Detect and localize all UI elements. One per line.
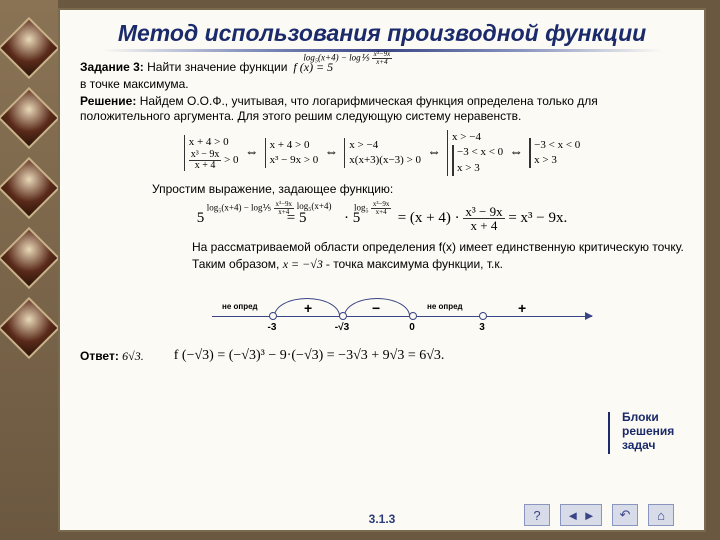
sidebar-tile [0,157,60,219]
help-button[interactable]: ? [524,504,550,526]
decorative-sidebar [0,0,58,540]
task-text: Найти значение функции [144,60,288,74]
task-label: Задание 3: [80,60,144,74]
answer-short: 6√3. [122,349,144,363]
inequality-system: x + 4 > 0 x³ − 9xx + 4 > 0 ⇔ x + 4 > 0 x… [72,130,692,176]
domain-text-2: Таким образом, x = −√3 - точка максимума… [192,257,684,272]
back-button[interactable]: ↶ [612,504,638,526]
sidebar-tile [0,227,60,289]
task-function: f (x) = 5 log₅(x+4) − log⅕ x³−9xx+4 [293,60,333,75]
solution-intro: Решение: Найдем О.О.Ф., учитывая, что ло… [80,94,684,124]
task-line-2: в точке максимума. [80,77,684,92]
slide-page: Метод использования производной функции … [58,8,706,532]
home-button[interactable]: ⌂ [648,504,674,526]
solution-text: Найдем О.О.Ф., учитывая, что логарифмиче… [80,94,598,123]
domain-text-1: На рассматриваемой области определения f… [192,240,684,255]
answer-label: Ответ: [80,349,119,363]
sign-line-diagram: -3 -√3 0 3 + − + не опред не опред [212,278,592,344]
page-title: Метод использования производной функции [72,20,692,47]
nav-bar: ? ◄ ► ↶ ⌂ [524,504,674,526]
prev-next-button[interactable]: ◄ ► [560,504,602,526]
answer-row: Ответ: 6√3. f (−√3) = (−√3)³ − 9·(−√3) =… [80,348,684,364]
answer-full: f (−√3) = (−√3)³ − 9·(−√3) = −3√3 + 9√3 … [174,348,445,364]
task-line-1: Задание 3: Найти значение функции f (x) … [80,60,684,75]
blocks-link[interactable]: Блоки решения задач [622,410,690,452]
sidebar-tile [0,87,60,149]
simplify-label: Упростим выражение, задающее функцию: [152,182,684,197]
solution-label: Решение: [80,94,136,108]
sidebar-tile [0,17,60,79]
simplify-expression: 5 log₅(x+4) − log⅕ x³−9xx+4 = 5 log₅(x+4… [72,205,692,232]
sidebar-tile [0,297,60,359]
